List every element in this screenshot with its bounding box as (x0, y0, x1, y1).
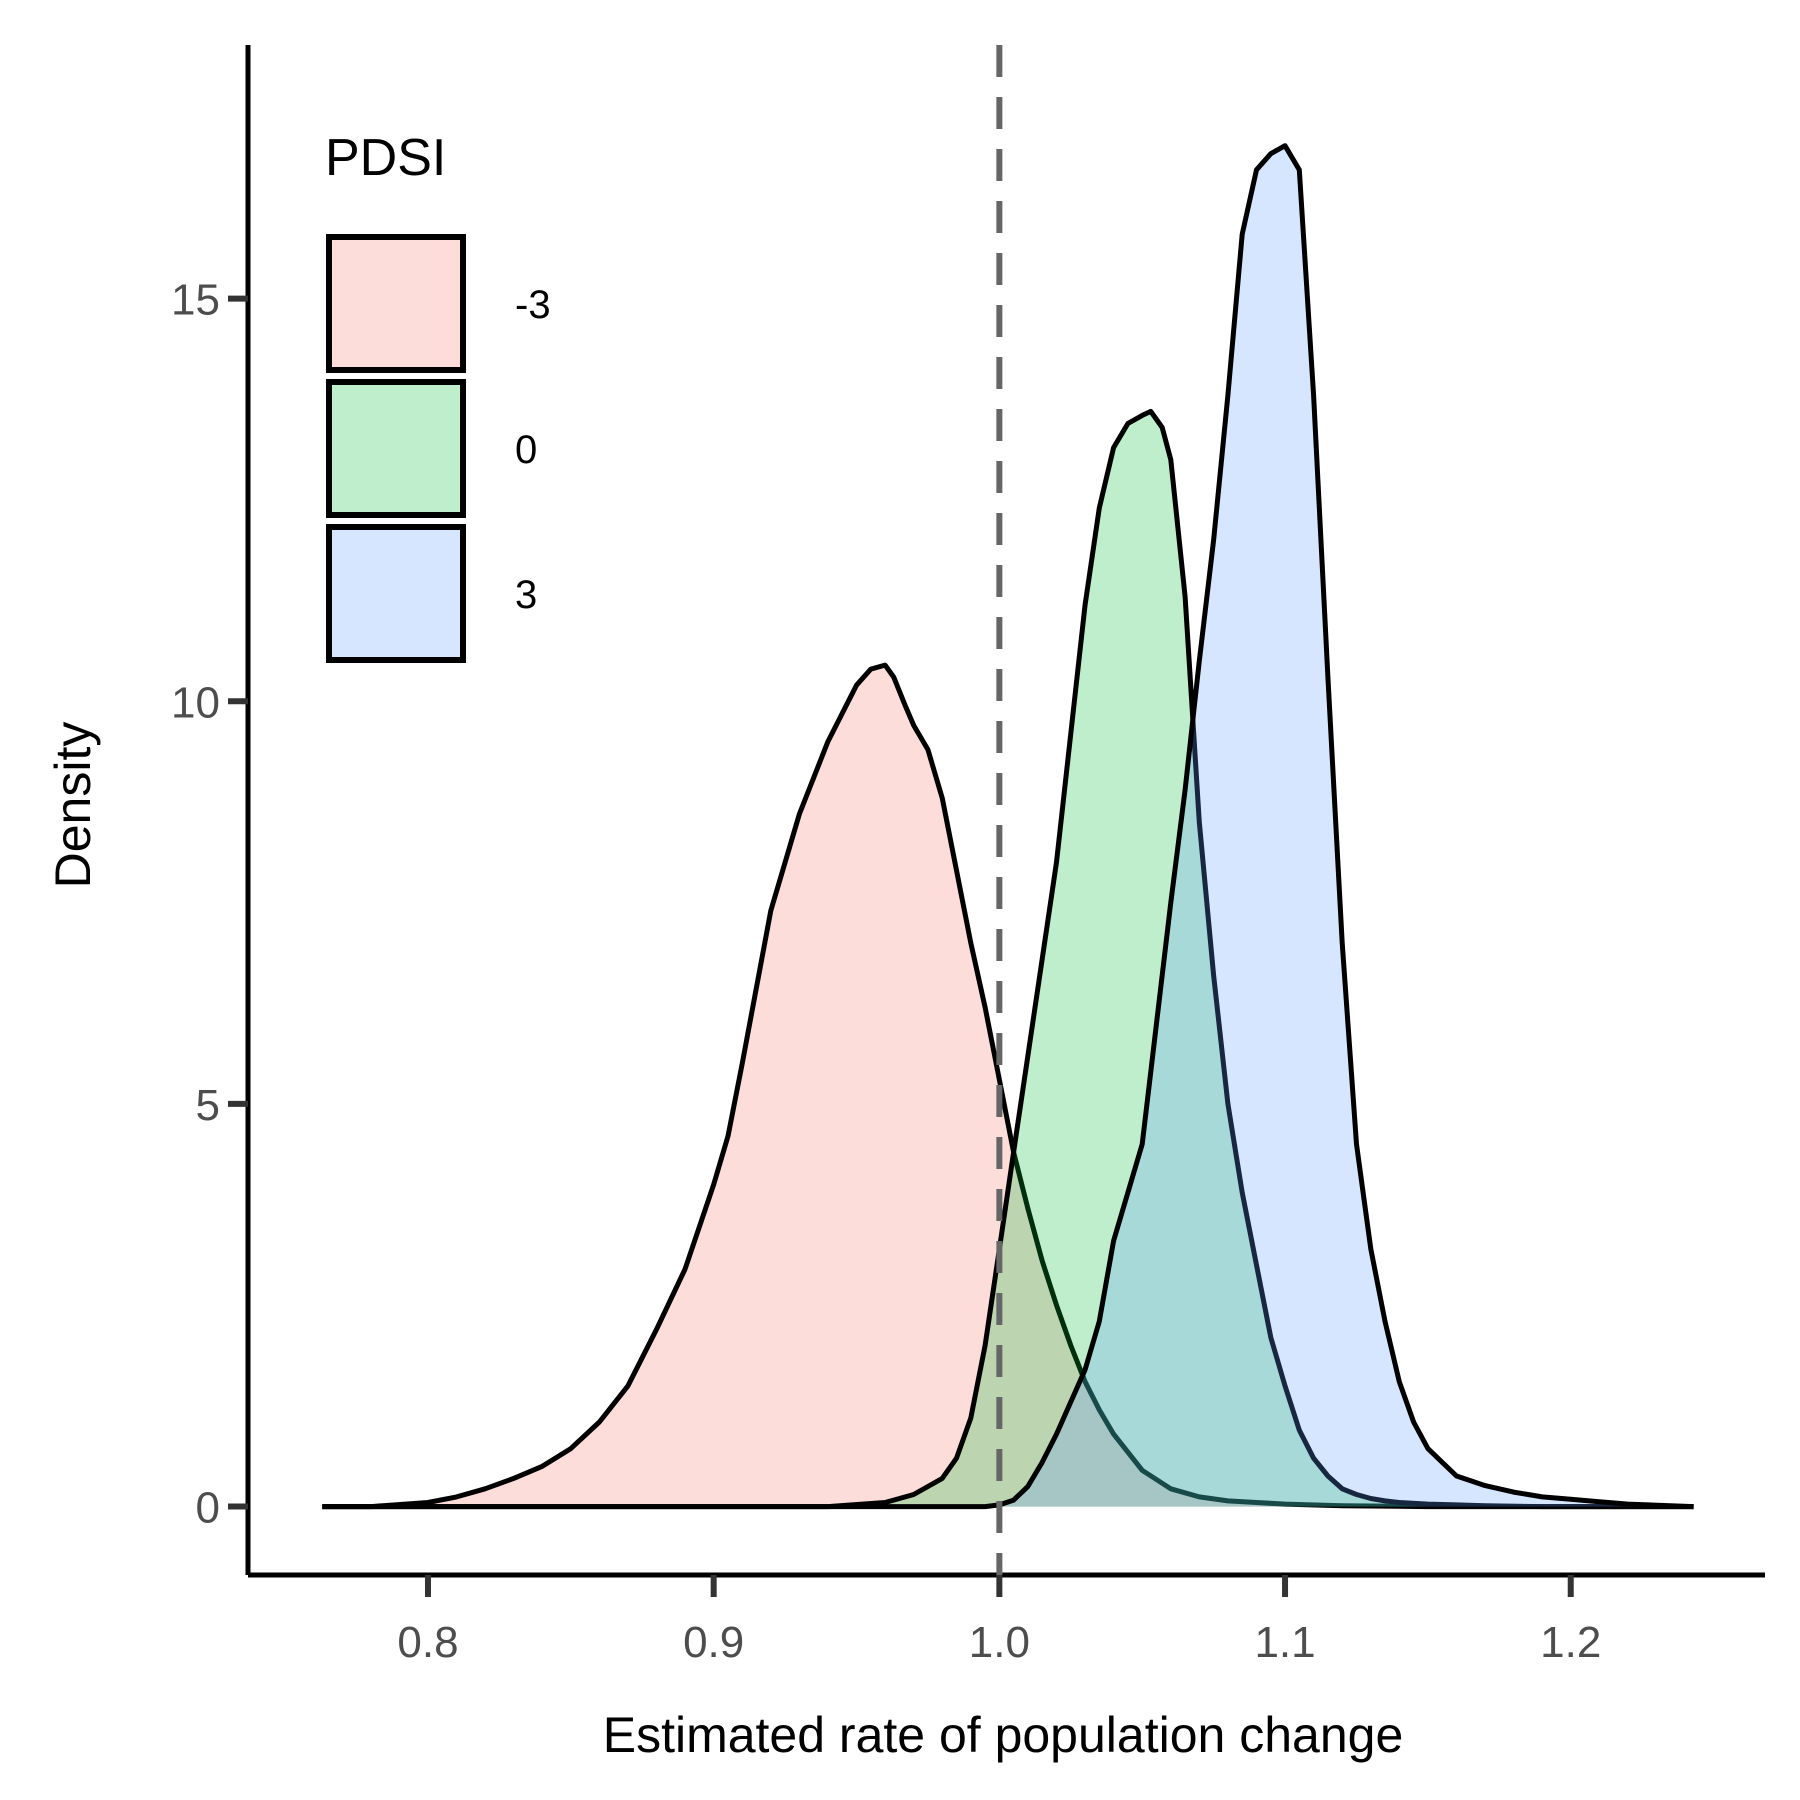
legend-items: -3 0 3 (326, 234, 551, 663)
x-tick-label-0.8: 0.8 (397, 1618, 458, 1667)
legend-label-pdsi--3: -3 (515, 283, 551, 327)
legend-label-pdsi-3: 3 (515, 573, 537, 617)
density-area-pdsi-0 (322, 411, 1694, 1507)
legend-key-bg-0 (329, 382, 463, 515)
legend-key-pdsi-0 (326, 379, 466, 518)
x-axis-title: Estimated rate of population change (603, 1707, 1404, 1763)
y-axis-title: Density (45, 722, 101, 889)
y-tick-label-10: 10 (171, 678, 220, 727)
density-line-pdsi--3 (322, 662, 1694, 1510)
legend: PDSI -3 0 3 (325, 129, 551, 663)
axes: 0 5 10 15 0.8 0.9 1.0 1.1 1.2 (171, 45, 1765, 1667)
density-line-pdsi-0 (322, 408, 1694, 1510)
legend-key-bg-3 (329, 527, 463, 660)
legend-label-pdsi-0: 0 (515, 428, 537, 472)
y-tick-label-5: 5 (196, 1081, 220, 1130)
y-tick-label-0: 0 (196, 1484, 220, 1533)
legend-key-pdsi-3 (326, 524, 466, 663)
y-tick-label-15: 15 (171, 276, 220, 325)
density-area-pdsi-3 (322, 145, 1694, 1507)
density-area-pdsi--3 (322, 665, 1694, 1507)
x-tick-label-1.1: 1.1 (1254, 1618, 1315, 1667)
x-tick-label-0.9: 0.9 (683, 1618, 744, 1667)
x-tick-label-1.2: 1.2 (1540, 1618, 1601, 1667)
density-line-pdsi-3 (322, 143, 1694, 1510)
legend-key-bg--3 (329, 237, 463, 370)
x-tick-label-1.0: 1.0 (969, 1618, 1030, 1667)
legend-key-pdsi--3 (326, 234, 466, 373)
density-areas (322, 143, 1694, 1510)
legend-title: PDSI (325, 129, 446, 187)
